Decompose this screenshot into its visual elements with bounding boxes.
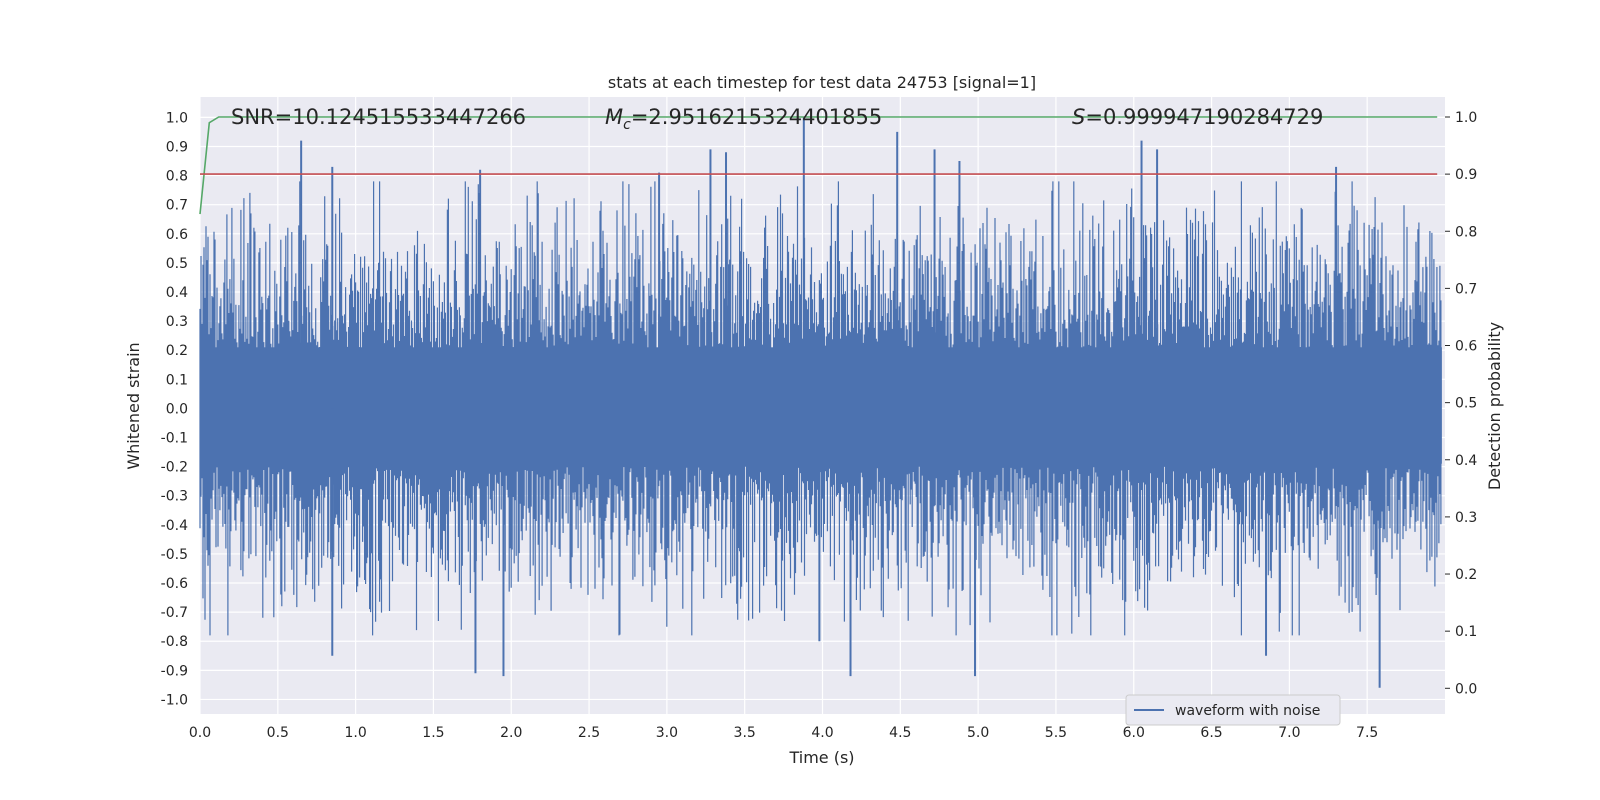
y-tick-label: 0.6 (166, 227, 188, 243)
y-tick-label: -0.8 (161, 634, 188, 650)
chirp-mass-annotation: Mc=2.9516215324401855 (605, 105, 882, 133)
waveform-line (199, 181, 1442, 636)
x-tick-label: 3.0 (656, 725, 678, 741)
y-tick-label: -0.9 (161, 663, 188, 679)
x-tick-label: 7.5 (1356, 725, 1378, 741)
y2-tick-label: 0.5 (1455, 396, 1477, 412)
x-tick-label: 5.0 (967, 725, 989, 741)
y-tick-label: 0.9 (166, 139, 188, 155)
legend-label: waveform with noise (1175, 703, 1320, 719)
x-tick-label: 2.0 (500, 725, 522, 741)
s-annotation: S=0.999947190284729 (1072, 105, 1323, 129)
x-tick-label: 3.5 (734, 725, 756, 741)
y-tick-label: 0.2 (166, 343, 188, 359)
chirp-mass-value: =2.9516215324401855 (631, 105, 882, 129)
x-tick-label: 0.0 (189, 725, 211, 741)
y2-tick-label: 1.0 (1455, 110, 1477, 126)
y2-tick-label: 0.3 (1455, 510, 1477, 526)
y-tick-label: 0.5 (166, 256, 188, 272)
x-tick-label: 6.0 (1123, 725, 1145, 741)
legend: waveform with noise (1125, 694, 1341, 726)
probability-series (199, 116, 1438, 215)
y-tick-label: -0.3 (161, 489, 188, 505)
x-tick-label: 6.5 (1200, 725, 1222, 741)
y-tick-label: -0.5 (161, 547, 188, 563)
snr-annotation: SNR=10.124515533447266 (231, 105, 526, 129)
x-tick-label: 0.5 (267, 725, 289, 741)
y2-axis-ticks: 1.0 0.9 0.8 0.7 0.6 0.5 0.4 0.3 0.2 0.1 0.0 (1445, 110, 1477, 697)
y2-tick-label: 0.1 (1455, 624, 1477, 640)
y-tick-label: 0.8 (166, 169, 188, 185)
detection-probability-line (199, 116, 1438, 215)
y-tick-label: -0.6 (161, 576, 188, 592)
y-tick-label: -0.4 (161, 518, 188, 534)
waveform-series (199, 117, 1442, 688)
x-tick-label: 5.5 (1045, 725, 1067, 741)
x-tick-label: 2.5 (578, 725, 600, 741)
y2-tick-label: 0.9 (1455, 167, 1477, 183)
y-tick-label: 0.7 (166, 198, 188, 214)
y-tick-label: 1.0 (166, 110, 188, 126)
y-tick-label: 0.4 (166, 285, 188, 301)
y-tick-label: -0.1 (161, 431, 188, 447)
chirp-mass-symbol: M (605, 105, 623, 129)
y-tick-label: -0.2 (161, 460, 188, 476)
chirp-mass-subscript: c (623, 117, 631, 133)
y2-tick-label: 0.8 (1455, 224, 1477, 240)
s-symbol: S (1072, 105, 1085, 129)
y2-tick-label: 0.0 (1455, 681, 1477, 697)
y-tick-label: -0.7 (161, 605, 188, 621)
chart-title: stats at each timestep for test data 247… (608, 73, 1036, 92)
y-tick-label: 0.0 (166, 401, 188, 417)
y-tick-label: 0.1 (166, 372, 188, 388)
y-tick-label: 0.3 (166, 314, 188, 330)
y-axis-label: Whitened strain (124, 342, 143, 469)
y2-tick-label: 0.4 (1455, 453, 1477, 469)
y2-axis-label: Detection probability (1485, 322, 1504, 490)
y-axis-ticks: 1.0 0.9 0.8 0.7 0.6 0.5 0.4 0.3 0.2 0.1 0.0 -0.1 -0.… (161, 110, 188, 708)
x-axis-ticks: 0.0 0.5 1.0 1.5 2.0 2.5 3.0 3.5 4.0 4.5 5.0 5.5 6.0 6… (189, 725, 1378, 741)
y2-tick-label: 0.2 (1455, 567, 1477, 583)
s-value: =0.999947190284729 (1085, 105, 1323, 129)
y-tick-label: -1.0 (161, 692, 188, 708)
x-tick-label: 4.0 (811, 725, 833, 741)
x-tick-label: 7.0 (1278, 725, 1300, 741)
y2-tick-label: 0.6 (1455, 339, 1477, 355)
x-tick-label: 1.5 (422, 725, 444, 741)
x-axis-label: Time (s) (788, 748, 854, 767)
x-tick-label: 1.0 (344, 725, 366, 741)
y2-tick-label: 0.7 (1455, 281, 1477, 297)
legend-box (1125, 694, 1341, 726)
x-tick-label: 4.5 (889, 725, 911, 741)
